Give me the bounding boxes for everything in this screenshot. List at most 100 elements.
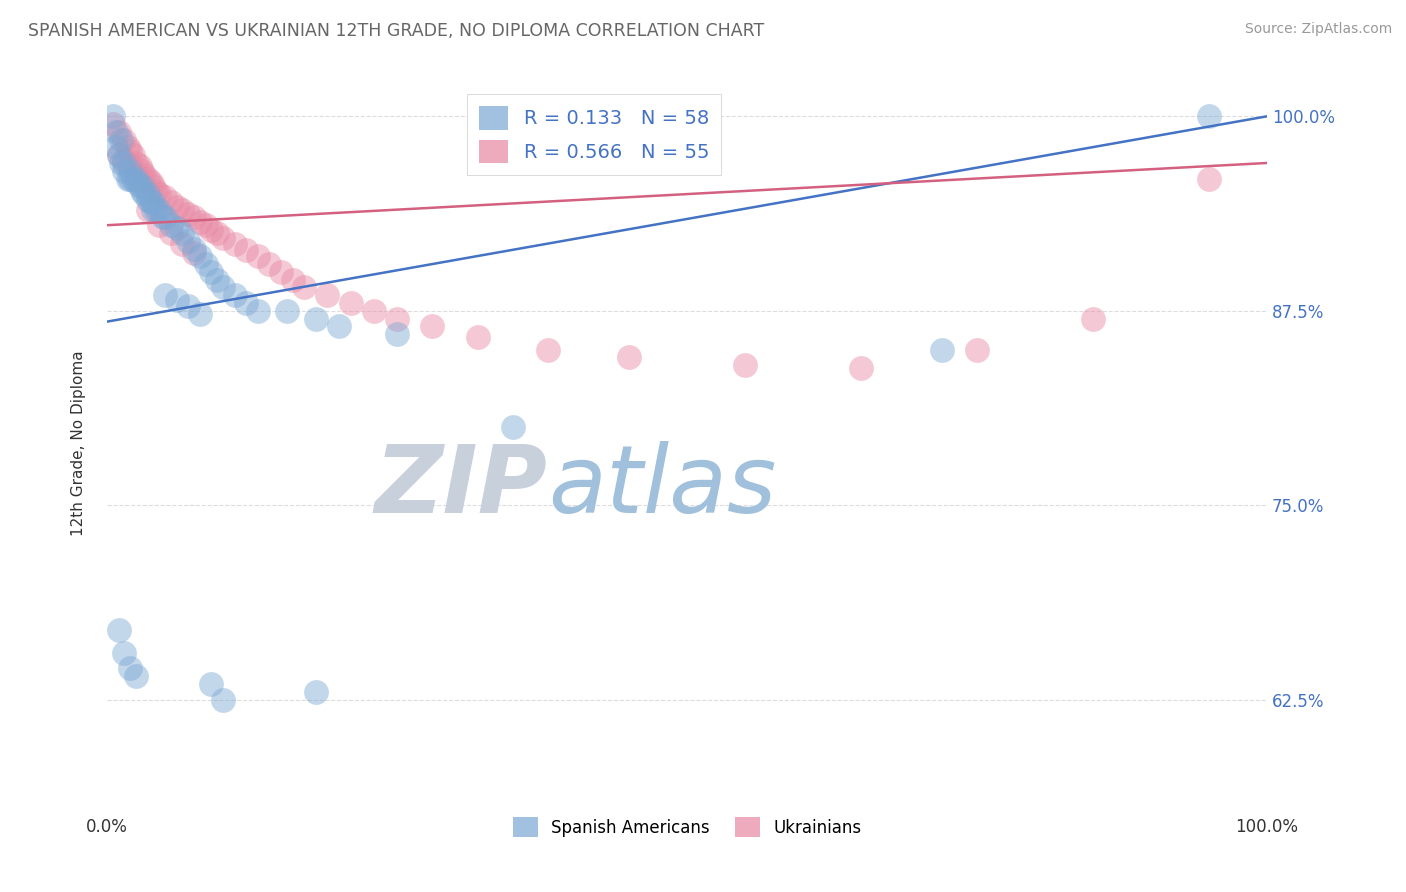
Point — [153, 211, 176, 225]
Point — [1198, 171, 1220, 186]
Point — [142, 179, 165, 194]
Point — [141, 194, 163, 209]
Point — [125, 171, 148, 186]
Point — [172, 226, 194, 240]
Point — [281, 272, 304, 286]
Point — [136, 202, 159, 217]
Point — [363, 303, 385, 318]
Point — [305, 311, 328, 326]
Point — [105, 140, 128, 154]
Point — [224, 236, 246, 251]
Point — [194, 218, 217, 232]
Point — [134, 187, 156, 202]
Point — [188, 215, 211, 229]
Point — [110, 156, 132, 170]
Point — [966, 343, 988, 357]
Point — [125, 669, 148, 683]
Point — [145, 184, 167, 198]
Point — [188, 249, 211, 263]
Point — [117, 140, 139, 154]
Point — [114, 163, 136, 178]
Point — [537, 343, 560, 357]
Point — [114, 153, 136, 167]
Point — [172, 236, 194, 251]
Point — [617, 351, 640, 365]
Point — [153, 288, 176, 302]
Point — [136, 194, 159, 208]
Point — [183, 211, 205, 225]
Point — [131, 179, 153, 194]
Point — [212, 230, 235, 244]
Point — [328, 319, 350, 334]
Point — [152, 211, 174, 225]
Point — [121, 171, 143, 186]
Point — [117, 171, 139, 186]
Point — [120, 144, 142, 158]
Point — [101, 117, 124, 131]
Point — [148, 202, 170, 217]
Point — [107, 125, 129, 139]
Point — [259, 257, 281, 271]
Point — [188, 307, 211, 321]
Point — [120, 171, 142, 186]
Point — [148, 187, 170, 202]
Point — [177, 299, 200, 313]
Point — [849, 361, 872, 376]
Point — [734, 358, 756, 372]
Point — [107, 148, 129, 162]
Point — [160, 218, 183, 232]
Point — [270, 265, 292, 279]
Point — [292, 280, 315, 294]
Point — [121, 148, 143, 162]
Point — [183, 242, 205, 256]
Point — [235, 296, 257, 310]
Y-axis label: 12th Grade, No Diploma: 12th Grade, No Diploma — [72, 351, 86, 536]
Point — [339, 296, 361, 310]
Point — [153, 190, 176, 204]
Text: ZIP: ZIP — [375, 441, 548, 533]
Legend: Spanish Americans, Ukrainians: Spanish Americans, Ukrainians — [506, 810, 868, 844]
Point — [200, 677, 222, 691]
Point — [385, 327, 408, 342]
Point — [166, 221, 188, 235]
Point — [212, 280, 235, 294]
Point — [131, 184, 153, 198]
Point — [276, 303, 298, 318]
Point — [125, 156, 148, 170]
Point — [1081, 311, 1104, 326]
Point — [125, 175, 148, 189]
Point — [105, 125, 128, 139]
Point — [246, 303, 269, 318]
Point — [207, 226, 229, 240]
Point — [128, 179, 150, 194]
Text: SPANISH AMERICAN VS UKRAINIAN 12TH GRADE, NO DIPLOMA CORRELATION CHART: SPANISH AMERICAN VS UKRAINIAN 12TH GRADE… — [28, 22, 765, 40]
Point — [200, 265, 222, 279]
Point — [142, 194, 165, 209]
Point — [235, 243, 257, 257]
Point — [166, 293, 188, 307]
Point — [141, 175, 163, 189]
Point — [136, 171, 159, 186]
Point — [131, 163, 153, 178]
Point — [166, 200, 188, 214]
Point — [316, 288, 339, 302]
Point — [502, 420, 524, 434]
Text: Source: ZipAtlas.com: Source: ZipAtlas.com — [1244, 22, 1392, 37]
Point — [114, 133, 136, 147]
Point — [177, 207, 200, 221]
Point — [114, 156, 136, 170]
Point — [145, 202, 167, 217]
Point — [420, 319, 443, 334]
Point — [160, 226, 183, 240]
Point — [110, 133, 132, 147]
Point — [931, 343, 953, 357]
Point — [120, 163, 142, 178]
Point — [134, 169, 156, 183]
Point — [194, 257, 217, 271]
Point — [305, 685, 328, 699]
Point — [207, 272, 229, 286]
Text: atlas: atlas — [548, 442, 776, 533]
Point — [125, 169, 148, 183]
Point — [160, 194, 183, 209]
Point — [183, 246, 205, 260]
